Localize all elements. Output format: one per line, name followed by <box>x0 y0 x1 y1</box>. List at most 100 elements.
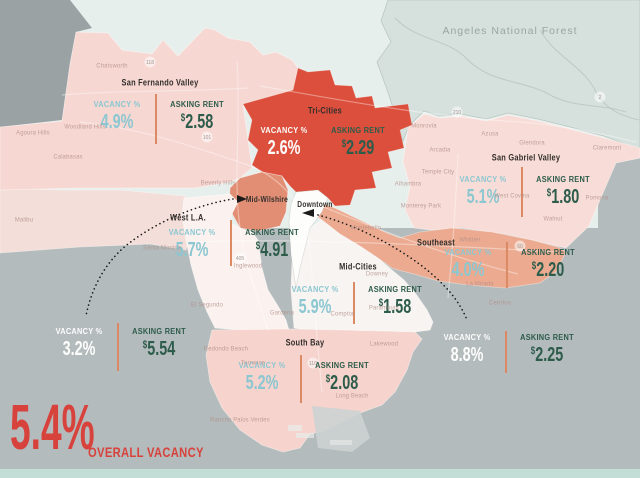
region-shape-san-fernando-valley <box>0 27 299 191</box>
region-shape-tri-cities <box>242 67 413 207</box>
city-label: Downey <box>365 270 389 278</box>
rent-label: ASKING RENT <box>520 333 574 342</box>
divider-line <box>230 220 232 266</box>
downtown-leader-line <box>317 214 468 321</box>
city-label: Lakewood <box>369 340 399 348</box>
region-name-downtown: Downtown <box>297 199 333 209</box>
mountains-shape <box>0 0 92 127</box>
rent-stat: ASKING RENT $2.08 <box>308 361 376 393</box>
city-label: Paramount <box>368 304 400 312</box>
vacancy-stat: VACANCY % 2.6% <box>252 126 316 158</box>
vacancy-stat: VACANCY % 5.1% <box>451 175 515 207</box>
city-label: Whittier <box>459 236 481 244</box>
rent-value: $2.25 <box>530 344 564 366</box>
region-name-san-gabriel-valley: San Gabriel Valley <box>491 152 561 164</box>
region-name-san-fernando-valley: San Fernando Valley <box>121 77 199 89</box>
rent-value: $5.54 <box>142 338 176 360</box>
stats-tri-cities: VACANCY % 2.6% ASKING RENT $2.29 <box>252 126 392 158</box>
rent-value: $2.20 <box>531 259 565 281</box>
city-label: Azusa <box>481 130 499 138</box>
stats-san-fernando-valley: VACANCY % 4.9% ASKING RENT $2.58 <box>85 94 231 144</box>
overall-vacancy-label: OVERALL VACANCY <box>88 444 204 460</box>
city-label: Santa Monica <box>143 244 181 252</box>
city-label: Arcadia <box>429 146 451 154</box>
stats-south-bay: VACANCY % 5.2% ASKING RENT $2.08 <box>230 355 376 403</box>
city-label: Glendora <box>519 139 545 147</box>
vacancy-stat: VACANCY % 3.2% <box>47 327 111 359</box>
stats-callout-mid-wilshire: VACANCY % 3.2% ASKING RENT $5.54 <box>47 323 193 371</box>
rent-value: $1.80 <box>546 186 580 208</box>
rent-label: ASKING RENT <box>245 228 299 237</box>
city-label: Montebello <box>350 224 382 232</box>
vacancy-label: VACANCY % <box>55 327 103 336</box>
city-label: Woodland Hills <box>64 123 106 131</box>
mid-wilshire-arrow-icon <box>237 195 247 203</box>
pier-shape <box>296 433 314 438</box>
svg-text:110: 110 <box>309 361 317 367</box>
city-label: Long Beach <box>335 392 369 400</box>
rent-stat: ASKING RENT $1.58 <box>361 285 429 317</box>
vacancy-value: 5.1% <box>466 186 500 208</box>
city-label: Alhambra <box>394 180 422 188</box>
city-label: Beverly Hills <box>200 179 236 187</box>
city-label: Walnut <box>543 215 563 223</box>
stats-mid-cities: VACANCY % 5.9% ASKING RENT $1.58 <box>283 282 429 324</box>
region-shape-mid-wilshire <box>228 171 289 232</box>
vacancy-label: VACANCY % <box>168 228 216 237</box>
vacancy-stat: VACANCY % 5.7% <box>160 228 224 260</box>
vacancy-label: VACANCY % <box>291 285 339 294</box>
region-name-tri-cities: Tri-Cities <box>307 105 343 117</box>
rent-value: $4.91 <box>255 239 289 261</box>
rent-label: ASKING RENT <box>521 248 575 257</box>
svg-text:118: 118 <box>146 60 154 66</box>
region-shape-west-la <box>181 193 290 331</box>
city-label: Monrovia <box>411 122 437 130</box>
region-name-mid-wilshire: Mid-Wilshire <box>245 194 289 204</box>
rent-label: ASKING RENT <box>331 126 385 135</box>
highway-shields: 118 101 405 110 210 60 2 <box>144 56 606 369</box>
rent-label: ASKING RENT <box>536 175 590 184</box>
region-name-mid-cities: Mid-Cities <box>339 261 377 273</box>
vacancy-value: 3.2% <box>62 338 96 360</box>
vacancy-value: 4.0% <box>451 259 485 281</box>
vacancy-stat: VACANCY % 8.8% <box>435 333 499 365</box>
city-label: El Segundo <box>190 301 224 309</box>
vacancy-stat: VACANCY % 4.9% <box>85 100 149 132</box>
rent-stat: ASKING RENT $2.29 <box>324 126 392 158</box>
city-label: Malibu <box>14 216 34 224</box>
rent-label: ASKING RENT <box>170 100 224 109</box>
downtown-arrow-icon <box>302 209 314 217</box>
region-shape-angeles-national-forest <box>376 0 640 151</box>
rent-stat: ASKING RENT $2.20 <box>514 248 582 280</box>
region-shape-southeast <box>305 199 567 289</box>
stats-southeast: VACANCY % 4.0% ASKING RENT $2.20 <box>436 242 582 288</box>
city-label: Temple City <box>421 168 455 176</box>
region-name-south-bay: South Bay <box>285 337 325 349</box>
svg-text:405: 405 <box>236 256 245 262</box>
vacancy-value: 4.9% <box>100 111 134 133</box>
vacancy-stat: VACANCY % 5.9% <box>283 285 347 317</box>
city-label: Gardena <box>269 309 295 317</box>
forest-contour-line <box>394 17 627 113</box>
city-label: Redondo Beach <box>203 345 249 353</box>
city-label: Compton <box>330 310 356 318</box>
city-label: Agoura Hills <box>16 129 50 137</box>
stats-west-la: VACANCY % 5.7% ASKING RENT $4.91 <box>160 220 306 266</box>
vacancy-value: 5.2% <box>245 372 279 394</box>
svg-text:210: 210 <box>453 110 462 116</box>
vacancy-label: VACANCY % <box>444 248 492 257</box>
forest-contour-line <box>539 29 640 121</box>
city-label: Claremont <box>592 144 622 152</box>
rent-value: $1.58 <box>378 296 412 318</box>
city-label: Chatsworth <box>96 62 128 70</box>
vacancy-label: VACANCY % <box>238 361 286 370</box>
rent-stat: ASKING RENT $5.54 <box>125 327 193 359</box>
footer-strip <box>0 469 640 478</box>
rent-stat: ASKING RENT $4.91 <box>238 228 306 260</box>
stats-callout-downtown: VACANCY % 8.8% ASKING RENT $2.25 <box>435 331 581 373</box>
divider-line <box>353 282 355 324</box>
rent-stat: ASKING RENT $2.25 <box>513 333 581 365</box>
svg-text:101: 101 <box>203 135 212 141</box>
vacancy-stat: VACANCY % 4.0% <box>436 248 500 280</box>
